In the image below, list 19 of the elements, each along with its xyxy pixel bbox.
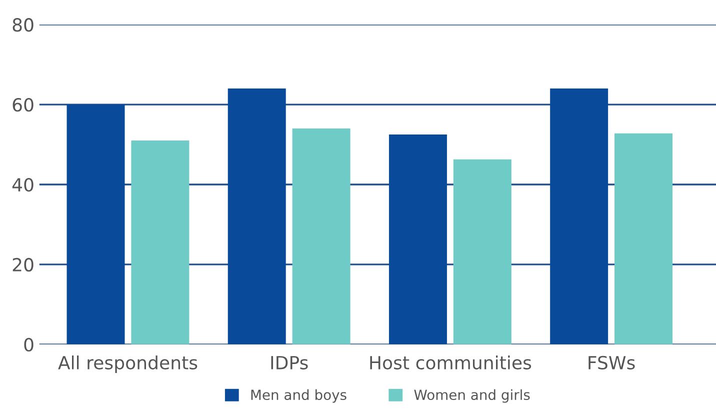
bar [292,128,350,344]
y-tick-label: 40 [12,178,34,192]
bar [131,140,190,344]
legend-label: Men and boys [251,389,346,403]
bar [550,88,608,344]
y-tick-label: 80 [12,18,34,32]
y-tick-label: 0 [24,338,34,352]
x-tick-label: FSWs [588,356,635,370]
x-tick-label: IDPs [271,356,308,370]
legend-label: Women and girls [414,389,530,403]
bar [453,159,512,344]
y-tick-label: 60 [12,98,34,112]
y-tick-label: 20 [12,258,34,272]
bar [66,104,125,344]
bar [228,88,286,344]
bar [614,133,673,344]
bar [388,134,447,344]
x-tick-label: Host communities [370,356,532,370]
x-tick-label: All respondents [58,356,198,373]
